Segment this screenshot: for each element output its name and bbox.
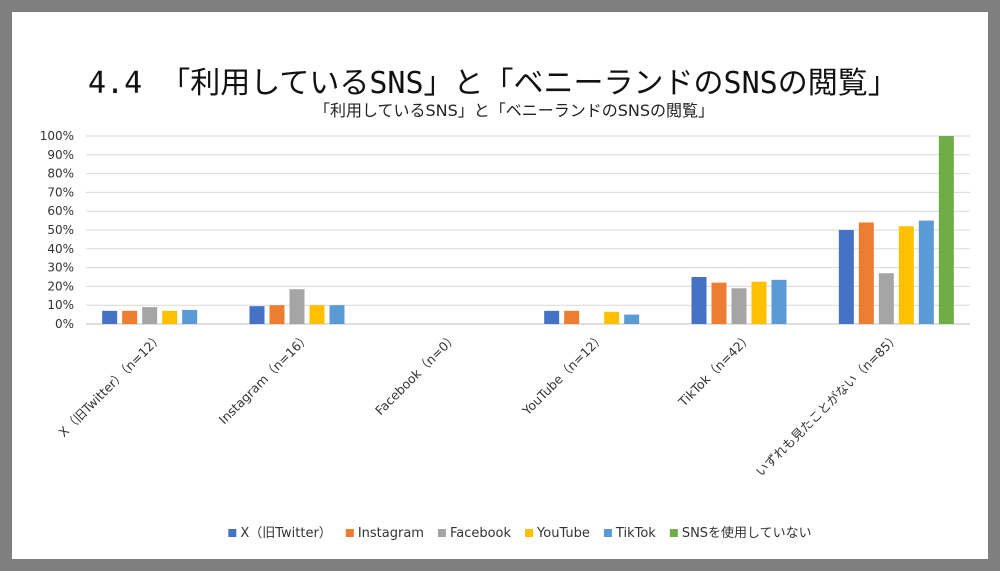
legend-label: X（旧Twitter）: [240, 526, 331, 541]
bar: [751, 281, 767, 324]
slide: 4.4 「利用しているSNS」と「ベニーランドのSNSの閲覧」 「利用しているS…: [12, 12, 988, 559]
y-tick-label: 70%: [47, 185, 74, 199]
category-label: Facebook（n=0）: [372, 330, 460, 418]
bar: [878, 273, 894, 324]
chart-title: 「利用しているSNS」と「ベニーランドのSNSの閲覧」: [314, 101, 714, 120]
bar: [838, 230, 854, 324]
bars: [102, 136, 954, 324]
bar: [604, 311, 620, 324]
bar: [624, 314, 640, 324]
bar: [269, 305, 285, 324]
legend-label: SNSを使用していない: [682, 525, 812, 541]
legend-item: SNSを使用していない: [669, 525, 812, 541]
x-axis-labels: X（旧Twitter）（n=12） Instagram（n=16） Facebook…: [55, 330, 902, 480]
y-tick-label: 40%: [47, 242, 74, 256]
y-tick-label: 30%: [47, 261, 74, 275]
y-tick-label: 0%: [55, 317, 74, 331]
bar: [162, 310, 178, 324]
bar: [938, 136, 954, 324]
y-tick-label: 90%: [47, 148, 74, 162]
bar: [544, 310, 560, 324]
bar: [898, 226, 914, 324]
legend-item: X（旧Twitter）: [228, 526, 332, 541]
y-tick-label: 20%: [47, 279, 74, 293]
bar: [249, 306, 265, 324]
legend-swatch: [669, 529, 678, 537]
bar-chart: 「利用しているSNS」と「ベニーランドのSNSの閲覧」 0% 10% 20% 30% 4…: [40, 101, 970, 541]
legend-swatch: [228, 529, 237, 537]
y-tick-label: 10%: [47, 298, 74, 312]
category-label: Instagram（n=16）: [216, 330, 314, 428]
category-label: X（旧Twitter）（n=12）: [55, 330, 165, 440]
bar: [771, 279, 787, 324]
bar: [182, 309, 198, 324]
bar: [122, 310, 138, 324]
legend-label: TikTok: [615, 526, 656, 541]
bar: [102, 310, 118, 324]
y-tick-label: 60%: [47, 204, 74, 218]
legend-item: TikTok: [603, 526, 656, 541]
legend-swatch: [345, 529, 354, 537]
bar: [564, 310, 580, 324]
y-tick-label: 100%: [40, 129, 74, 143]
bar: [918, 220, 934, 324]
bar: [289, 289, 305, 324]
y-axis-ticks: 0% 10% 20% 30% 40% 50% 60% 70% 80% 90% 100%: [40, 129, 74, 331]
bar: [142, 307, 158, 324]
legend-label: YouTube: [536, 526, 590, 541]
legend-swatch: [437, 529, 446, 537]
legend-label: Instagram: [358, 526, 424, 541]
category-label: TikTok（n=42）: [675, 330, 755, 410]
category-label: YouTube（n=12）: [519, 330, 608, 419]
y-tick-label: 80%: [47, 167, 74, 181]
legend-swatch: [525, 529, 534, 537]
legend-item: Facebook: [437, 526, 512, 541]
bar: [691, 277, 707, 324]
bar: [309, 305, 325, 324]
bar: [711, 282, 727, 324]
legend: X（旧Twitter） Instagram Facebook YouTube TikTo…: [228, 525, 812, 541]
legend-swatch: [603, 529, 612, 537]
legend-item: YouTube: [525, 526, 590, 541]
grid: [86, 135, 970, 325]
bar: [329, 305, 345, 324]
bar: [858, 222, 874, 324]
legend-item: Instagram: [345, 526, 424, 541]
page-title: 4.4 「利用しているSNS」と「ベニーランドのSNSの閲覧」: [88, 66, 898, 101]
legend-label: Facebook: [450, 526, 512, 541]
bar: [731, 288, 747, 324]
y-tick-label: 50%: [47, 223, 74, 237]
category-label: いずれも見たことがない（n=85）: [753, 330, 903, 480]
